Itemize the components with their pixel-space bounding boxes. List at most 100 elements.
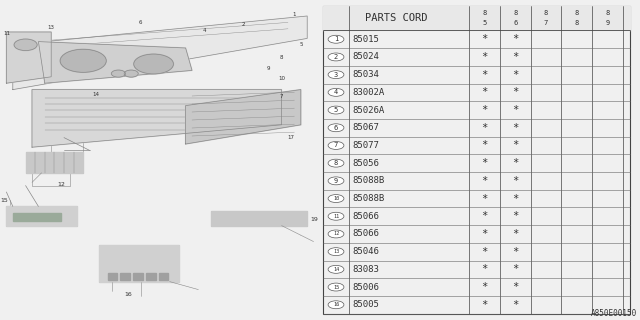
Text: *: * bbox=[512, 123, 518, 133]
Polygon shape bbox=[133, 273, 143, 280]
Bar bbox=[211, 211, 307, 226]
Text: 83083: 83083 bbox=[353, 265, 380, 274]
Text: 85024: 85024 bbox=[353, 52, 380, 61]
Text: 85066: 85066 bbox=[353, 229, 380, 238]
Circle shape bbox=[328, 53, 344, 61]
Circle shape bbox=[328, 159, 344, 167]
Text: 16: 16 bbox=[333, 302, 339, 307]
Polygon shape bbox=[159, 273, 168, 280]
Circle shape bbox=[328, 35, 344, 43]
Text: 85034: 85034 bbox=[353, 70, 380, 79]
Text: 85088B: 85088B bbox=[353, 194, 385, 203]
Circle shape bbox=[328, 106, 344, 114]
Text: *: * bbox=[481, 70, 488, 80]
Bar bbox=[10, 210, 70, 222]
Bar bbox=[104, 251, 162, 273]
Text: 1: 1 bbox=[334, 36, 338, 42]
Bar bbox=[51, 131, 83, 154]
Bar bbox=[120, 273, 130, 280]
Circle shape bbox=[60, 49, 106, 72]
Text: 2: 2 bbox=[334, 54, 338, 60]
Text: 12: 12 bbox=[333, 231, 339, 236]
Text: 3: 3 bbox=[334, 72, 338, 78]
Bar bbox=[146, 273, 156, 280]
Circle shape bbox=[124, 70, 138, 77]
Polygon shape bbox=[186, 90, 301, 144]
Text: 83002A: 83002A bbox=[353, 88, 385, 97]
Circle shape bbox=[328, 248, 344, 256]
Text: 10: 10 bbox=[278, 76, 285, 81]
Text: 85088B: 85088B bbox=[353, 176, 385, 185]
Text: 11: 11 bbox=[3, 31, 10, 36]
Text: *: * bbox=[512, 264, 518, 274]
Circle shape bbox=[328, 301, 344, 309]
Polygon shape bbox=[38, 42, 192, 83]
Text: *: * bbox=[481, 300, 488, 310]
Circle shape bbox=[14, 39, 37, 51]
Text: 85026A: 85026A bbox=[353, 106, 385, 115]
Text: 85056: 85056 bbox=[353, 159, 380, 168]
Polygon shape bbox=[13, 16, 307, 90]
Text: *: * bbox=[481, 176, 488, 186]
Text: 5: 5 bbox=[299, 42, 303, 47]
Text: 8: 8 bbox=[544, 10, 548, 16]
Text: 85005: 85005 bbox=[353, 300, 380, 309]
Bar bbox=[99, 245, 179, 282]
Text: *: * bbox=[512, 176, 518, 186]
Text: 12: 12 bbox=[58, 182, 65, 187]
Circle shape bbox=[328, 283, 344, 291]
Text: *: * bbox=[512, 282, 518, 292]
Text: *: * bbox=[481, 123, 488, 133]
Text: 15: 15 bbox=[333, 284, 339, 290]
Circle shape bbox=[328, 124, 344, 132]
Text: 85015: 85015 bbox=[353, 35, 380, 44]
Circle shape bbox=[328, 88, 344, 96]
Circle shape bbox=[111, 70, 125, 77]
Polygon shape bbox=[32, 90, 282, 147]
Text: 8: 8 bbox=[605, 10, 609, 16]
Text: *: * bbox=[512, 194, 518, 204]
Text: 85066: 85066 bbox=[353, 212, 380, 221]
Text: *: * bbox=[512, 211, 518, 221]
Text: 8: 8 bbox=[513, 10, 517, 16]
Text: *: * bbox=[481, 229, 488, 239]
Circle shape bbox=[328, 195, 344, 203]
Bar bbox=[133, 273, 143, 280]
Text: 8: 8 bbox=[334, 160, 338, 166]
Text: 11: 11 bbox=[333, 214, 339, 219]
Bar bbox=[159, 273, 168, 280]
Polygon shape bbox=[6, 206, 77, 226]
Text: *: * bbox=[512, 229, 518, 239]
Text: 8: 8 bbox=[575, 10, 579, 16]
Text: 16: 16 bbox=[125, 292, 132, 297]
Text: *: * bbox=[512, 34, 518, 44]
Circle shape bbox=[328, 265, 344, 273]
Text: 9: 9 bbox=[334, 178, 338, 184]
Text: 5: 5 bbox=[334, 107, 338, 113]
Bar bbox=[6, 206, 77, 226]
Polygon shape bbox=[26, 152, 83, 173]
Text: *: * bbox=[512, 140, 518, 150]
Polygon shape bbox=[146, 273, 156, 280]
Text: 4: 4 bbox=[334, 89, 338, 95]
Polygon shape bbox=[211, 211, 307, 226]
Polygon shape bbox=[13, 213, 61, 221]
Text: 9: 9 bbox=[267, 66, 271, 71]
Text: 7: 7 bbox=[334, 142, 338, 148]
Text: 10: 10 bbox=[333, 196, 339, 201]
Text: 14: 14 bbox=[333, 267, 339, 272]
Text: *: * bbox=[512, 158, 518, 168]
Bar bbox=[32, 173, 70, 186]
Text: 85077: 85077 bbox=[353, 141, 380, 150]
Text: 13: 13 bbox=[333, 249, 339, 254]
Text: 85006: 85006 bbox=[353, 283, 380, 292]
Polygon shape bbox=[108, 273, 117, 280]
Text: 7: 7 bbox=[280, 93, 284, 99]
Text: 7: 7 bbox=[544, 20, 548, 26]
Text: 4: 4 bbox=[203, 28, 207, 33]
Text: 1: 1 bbox=[292, 12, 296, 17]
Text: A850E00150: A850E00150 bbox=[591, 309, 637, 318]
Bar bbox=[108, 273, 117, 280]
Bar bbox=[26, 152, 83, 173]
Circle shape bbox=[328, 71, 344, 79]
